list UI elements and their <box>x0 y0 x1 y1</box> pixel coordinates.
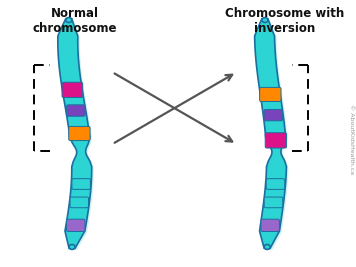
Text: Chromosome with
inversion: Chromosome with inversion <box>225 7 344 35</box>
FancyBboxPatch shape <box>67 105 85 116</box>
FancyBboxPatch shape <box>67 219 85 231</box>
Text: © AboutKidsHealth.ca: © AboutKidsHealth.ca <box>349 104 354 174</box>
Ellipse shape <box>69 245 75 249</box>
FancyBboxPatch shape <box>72 179 90 189</box>
FancyBboxPatch shape <box>62 82 83 97</box>
FancyBboxPatch shape <box>265 133 287 148</box>
FancyBboxPatch shape <box>260 87 281 101</box>
Polygon shape <box>257 20 289 250</box>
Ellipse shape <box>264 245 270 249</box>
FancyBboxPatch shape <box>266 179 285 189</box>
FancyBboxPatch shape <box>261 219 279 231</box>
FancyBboxPatch shape <box>69 126 90 140</box>
Ellipse shape <box>262 18 268 22</box>
Polygon shape <box>58 19 92 248</box>
Ellipse shape <box>66 18 72 22</box>
FancyBboxPatch shape <box>264 109 283 121</box>
FancyBboxPatch shape <box>70 197 89 208</box>
Text: Normal
chromosome: Normal chromosome <box>32 7 117 35</box>
Polygon shape <box>255 19 287 248</box>
Polygon shape <box>60 20 94 250</box>
FancyBboxPatch shape <box>264 197 283 208</box>
